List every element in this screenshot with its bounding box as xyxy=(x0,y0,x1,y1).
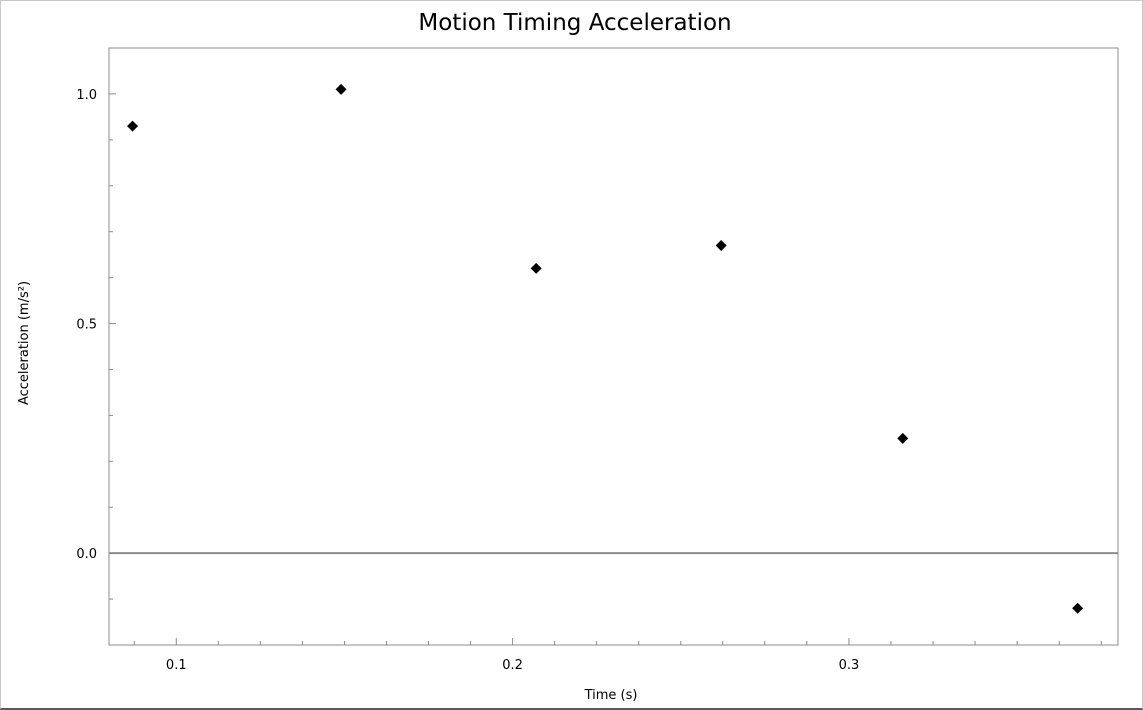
y-tick-label: 1.0 xyxy=(76,88,97,103)
data-point xyxy=(1072,602,1084,614)
data-point xyxy=(335,83,347,95)
x-axis: 0.1 0.2 0.3 xyxy=(133,638,1102,673)
y-tick-label: 0.0 xyxy=(76,547,97,562)
chart-title: Motion Timing Acceleration xyxy=(418,10,731,36)
x-axis-label: Time (s) xyxy=(584,688,638,703)
y-tick-label: 0.5 xyxy=(76,318,97,333)
plot-frame xyxy=(108,47,1119,646)
data-point xyxy=(530,262,542,274)
x-tick-label: 0.1 xyxy=(166,658,187,673)
y-axis: 0.0 0.5 1.0 xyxy=(76,47,116,646)
data-point xyxy=(897,432,909,444)
y-axis-label: Acceleration (m/s²) xyxy=(17,281,32,405)
x-tick-label: 0.3 xyxy=(839,658,860,673)
x-tick-label: 0.2 xyxy=(502,658,523,673)
data-point xyxy=(127,120,139,132)
data-points xyxy=(127,83,1084,614)
data-point xyxy=(715,239,727,251)
